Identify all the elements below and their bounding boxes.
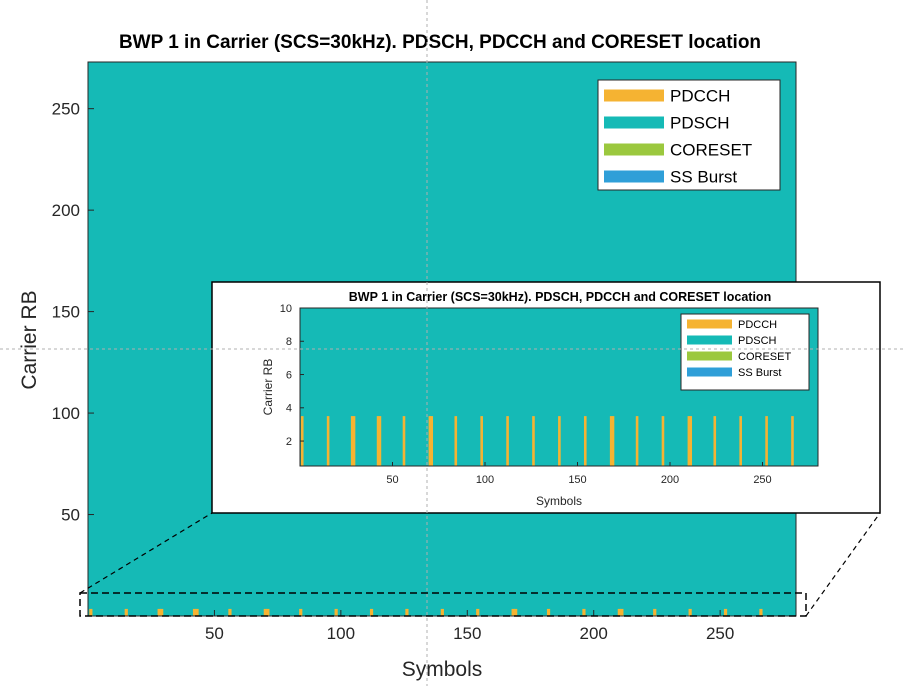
inset-xtick-label: 100 — [476, 474, 494, 486]
main-pdcch-mark — [192, 608, 197, 616]
inset-pdcch-mark — [480, 416, 483, 466]
inset-pdcch-mark — [378, 416, 382, 466]
main-xtick-label: 100 — [327, 624, 355, 643]
main-pdcch-mark — [157, 608, 161, 616]
inset-legend-label: PDSCH — [738, 335, 777, 347]
main-pdcch-mark — [688, 608, 692, 616]
inset-xtick-label: 150 — [568, 474, 586, 486]
inset-legend-swatch — [687, 335, 732, 345]
main-pdcch-mark — [299, 608, 303, 616]
inset-pdcch-mark — [350, 416, 354, 466]
inset-pdcch-mark — [713, 416, 717, 466]
inset-pdcch-mark — [402, 416, 406, 466]
inset-pdcch-mark — [352, 416, 356, 466]
main-ytick-label: 100 — [52, 404, 80, 423]
inset-legend-swatch — [687, 351, 732, 361]
inset-pdcch-mark — [454, 416, 458, 466]
main-ytick-label: 50 — [61, 505, 80, 524]
main-legend-label: PDCCH — [670, 86, 730, 105]
main-pdcch-mark — [228, 608, 232, 616]
inset-legend-label: PDCCH — [738, 319, 777, 331]
zoom-connector-left — [79, 512, 213, 594]
inset-pdcch-mark — [687, 416, 691, 466]
main-pdcch-mark — [582, 608, 586, 616]
inset-pdcch-mark — [326, 416, 330, 466]
inset-xtick-label: 50 — [386, 474, 398, 486]
main-pdcch-mark — [546, 608, 551, 616]
main-legend-swatch — [604, 170, 664, 183]
inset-legend-label: CORESET — [738, 351, 791, 363]
main-chart-title: BWP 1 in Carrier (SCS=30kHz). PDSCH, PDC… — [119, 32, 761, 53]
inset-pdcch-mark — [661, 416, 665, 466]
main-pdcch-mark — [89, 608, 93, 616]
inset-pdcch-mark — [583, 416, 587, 466]
main-pdcch-mark — [266, 608, 270, 616]
inset-ytick-label: 10 — [280, 303, 292, 315]
inset-pdcch-mark — [689, 416, 693, 466]
main-ylabel: Carrier RB — [18, 290, 41, 389]
inset-pdcch-mark — [791, 416, 794, 466]
inset-pdcch-mark — [609, 416, 613, 466]
main-xtick-label: 50 — [205, 624, 224, 643]
inset-pdcch-mark — [611, 416, 615, 466]
main-pdcch-mark — [195, 608, 199, 616]
main-xtick-label: 150 — [453, 624, 481, 643]
inset-legend-label: SS Burst — [738, 367, 781, 379]
inset-ytick-label: 8 — [286, 336, 292, 348]
inset-ylabel: Carrier RB — [261, 359, 275, 416]
main-legend-swatch — [604, 143, 664, 156]
main-legend-label: SS Burst — [670, 167, 737, 186]
main-pdcch-mark — [723, 608, 728, 616]
main-xtick-label: 200 — [580, 624, 608, 643]
inset-pdcch-mark — [635, 416, 639, 466]
main-xtick-label: 250 — [706, 624, 734, 643]
main-pdcch-mark — [124, 608, 128, 616]
main-ytick-label: 250 — [52, 100, 80, 119]
main-pdcch-mark — [160, 608, 164, 616]
inset-pdcch-mark — [428, 416, 432, 466]
main-pdcch-mark — [617, 608, 621, 616]
main-pdcch-mark — [476, 608, 480, 616]
main-pdcch-mark — [405, 608, 409, 616]
inset-pdcch-mark — [506, 416, 509, 466]
inset-legend-swatch — [687, 367, 732, 377]
inset-pdcch-mark — [430, 416, 434, 466]
inset-axes-frame — [299, 307, 819, 467]
main-xlabel: Symbols — [402, 658, 483, 681]
main-pdcch-mark — [514, 608, 518, 616]
main-pdcch-mark — [759, 608, 763, 616]
inset-pdcch-mark — [739, 416, 742, 466]
inset-ytick-label: 6 — [286, 369, 292, 381]
main-pdcch-mark — [369, 608, 374, 616]
inset-xtick-label: 200 — [661, 474, 679, 486]
inset-xlabel: Symbols — [536, 494, 582, 508]
inset-pdcch-mark — [765, 416, 768, 466]
zoom-region-box — [79, 592, 807, 617]
inset-ytick-label: 4 — [286, 403, 292, 415]
inset-pdcch-mark — [532, 416, 535, 466]
main-legend-swatch — [604, 89, 664, 102]
zoom-connector-right — [805, 512, 881, 617]
main-ytick-label: 150 — [52, 303, 80, 322]
inset-ytick-label: 2 — [286, 436, 292, 448]
inset-pdcch-mark — [558, 416, 561, 466]
main-legend-label: PDSCH — [670, 113, 730, 132]
main-legend-label: CORESET — [670, 140, 752, 159]
main-legend-swatch — [604, 116, 664, 129]
main-pdcch-mark — [511, 608, 515, 616]
inset-legend-swatch — [687, 319, 732, 329]
main-pdcch-mark — [334, 608, 338, 616]
inset-xtick-label: 250 — [753, 474, 771, 486]
main-pdcch-mark — [653, 608, 657, 616]
inset-pdcch-mark — [376, 416, 380, 466]
main-pdcch-mark — [620, 608, 624, 616]
main-pdcch-mark — [440, 608, 444, 616]
inset-chart-title: BWP 1 in Carrier (SCS=30kHz). PDSCH, PDC… — [349, 290, 771, 304]
main-ytick-label: 200 — [52, 201, 80, 220]
main-pdcch-mark — [263, 608, 267, 616]
